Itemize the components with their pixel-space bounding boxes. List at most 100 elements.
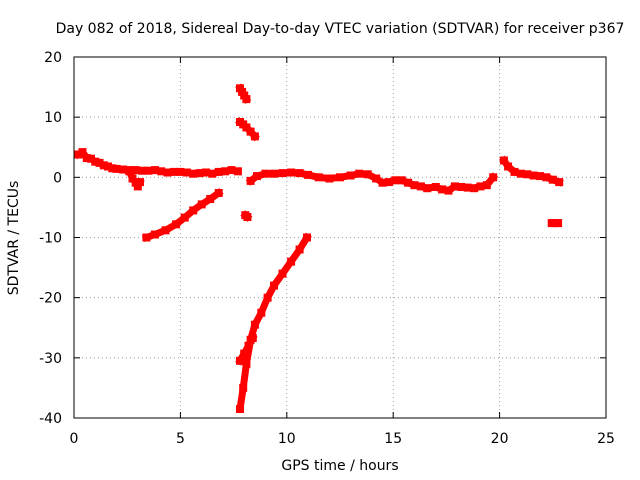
data-point bbox=[78, 148, 87, 157]
data-point bbox=[470, 184, 479, 193]
data-point bbox=[172, 220, 181, 229]
series-rising-track-3-7h bbox=[141, 188, 224, 242]
data-point bbox=[431, 183, 440, 191]
data-point bbox=[236, 405, 244, 413]
data-point bbox=[416, 182, 425, 191]
data-point bbox=[410, 181, 419, 190]
data-point bbox=[197, 200, 206, 209]
data-point bbox=[510, 167, 519, 176]
data-point bbox=[131, 166, 140, 175]
data-point bbox=[346, 171, 355, 180]
data-point bbox=[170, 167, 178, 176]
data-point bbox=[476, 182, 485, 191]
x-tick-label: 25 bbox=[597, 431, 615, 447]
data-point bbox=[227, 166, 236, 175]
data-point bbox=[457, 183, 466, 191]
chart-title: Day 082 of 2018, Sidereal Day-to-day VTE… bbox=[56, 21, 625, 37]
y-tick-label: 10 bbox=[44, 110, 62, 126]
ticks: 0 5 10 15 20 25 -40 -30 -20 -10 0 10 20 bbox=[39, 50, 615, 447]
data-point bbox=[82, 154, 91, 163]
data-point bbox=[261, 169, 270, 178]
data-point bbox=[529, 171, 538, 180]
data-point bbox=[270, 281, 278, 290]
data-point bbox=[270, 169, 278, 178]
data-point bbox=[542, 173, 551, 182]
data-point bbox=[206, 195, 215, 203]
series-descending-segment-near-8h bbox=[235, 117, 260, 142]
data-point bbox=[355, 169, 364, 178]
data-point bbox=[516, 169, 525, 178]
data-point bbox=[239, 383, 248, 392]
data-point bbox=[176, 167, 185, 176]
data-point bbox=[287, 168, 296, 177]
data-point bbox=[189, 169, 198, 178]
data-point bbox=[548, 175, 557, 184]
y-axis-label: SDTVAR / TECUs bbox=[6, 181, 22, 296]
data-point bbox=[125, 167, 134, 176]
data-point bbox=[136, 178, 144, 187]
data-point bbox=[257, 308, 266, 317]
y-tick-label: -30 bbox=[39, 351, 62, 367]
data-point bbox=[450, 182, 459, 191]
data-point bbox=[208, 169, 217, 178]
data-point bbox=[99, 161, 108, 170]
data-point bbox=[221, 167, 230, 176]
data-point bbox=[244, 341, 253, 350]
data-point bbox=[499, 156, 508, 165]
data-point bbox=[287, 257, 296, 266]
data-point bbox=[404, 178, 413, 187]
data-point bbox=[438, 185, 447, 194]
data-point bbox=[336, 173, 344, 182]
data-point bbox=[378, 178, 387, 187]
data-point bbox=[384, 178, 393, 187]
data-point bbox=[118, 165, 127, 174]
data-point bbox=[423, 184, 432, 193]
data-point bbox=[240, 349, 249, 358]
data-point bbox=[150, 166, 159, 175]
data-point bbox=[91, 157, 100, 166]
data-point bbox=[246, 127, 255, 136]
series-top-segment-near-8h bbox=[235, 83, 252, 104]
x-tick-label: 15 bbox=[384, 431, 402, 447]
data-point bbox=[138, 166, 147, 175]
data-point bbox=[314, 173, 323, 182]
data-point bbox=[248, 334, 257, 342]
series-short-branch-near-8h bbox=[235, 333, 258, 366]
data-point bbox=[246, 176, 255, 185]
series-late-band-20-23h bbox=[499, 155, 564, 187]
y-tick-label: -10 bbox=[39, 231, 62, 247]
data-point bbox=[278, 169, 287, 178]
data-point bbox=[104, 162, 112, 171]
series-dip-near-3h bbox=[124, 166, 145, 191]
data-point bbox=[397, 176, 406, 185]
y-tick-label: -40 bbox=[39, 411, 62, 427]
data-point bbox=[236, 356, 244, 365]
data-point bbox=[242, 123, 251, 132]
data-point bbox=[250, 132, 259, 141]
data-point bbox=[128, 174, 137, 183]
data-point bbox=[133, 182, 142, 191]
data-point bbox=[363, 170, 372, 179]
x-tick-label: 10 bbox=[278, 431, 296, 447]
data-point bbox=[195, 169, 204, 178]
data-point bbox=[391, 176, 400, 185]
grid bbox=[74, 57, 606, 418]
data-point bbox=[144, 166, 153, 175]
y-tick-label: 0 bbox=[53, 170, 62, 186]
data-point bbox=[554, 219, 563, 228]
data-point bbox=[157, 167, 166, 176]
y-tick-label: 20 bbox=[44, 50, 62, 66]
data-point bbox=[295, 245, 304, 254]
data-layer bbox=[73, 83, 564, 413]
data-point bbox=[180, 213, 189, 222]
data-point bbox=[444, 186, 453, 195]
data-point bbox=[250, 320, 259, 329]
series-band-8-20h bbox=[245, 168, 499, 195]
data-point bbox=[163, 168, 172, 177]
data-point bbox=[242, 95, 251, 104]
data-point bbox=[253, 172, 261, 181]
data-point bbox=[189, 206, 198, 215]
data-point bbox=[555, 178, 564, 187]
